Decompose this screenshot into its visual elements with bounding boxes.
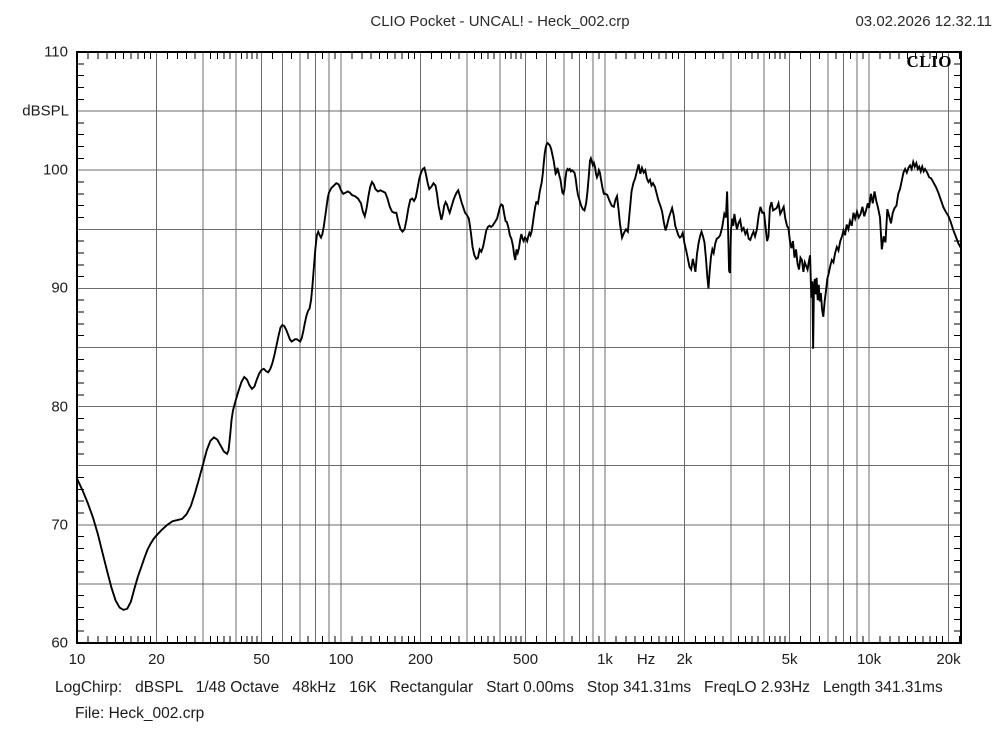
x-tick-label: 2k [676,651,693,668]
timestamp: 03.02.2026 12.32.11 [855,13,992,30]
x-axis-unit-label: Hz [636,651,656,668]
x-tick-label: 5k [781,651,798,668]
x-tick-label: 500 [513,651,539,668]
x-tick-label: 10 [68,651,86,668]
y-tick-label: 80 [51,398,68,416]
file-name-line: File: Heck_002.crp [75,705,205,722]
clio-logo: CLIO [906,52,952,71]
plot-border [76,51,962,644]
measurement-settings-line: LogChirp: dBSPL 1/48 Octave 48kHz 16K Re… [55,679,943,696]
y-tick-label: 110 [44,43,68,61]
y-tick-label: 100 [42,161,68,179]
x-tick-label: 100 [328,651,354,668]
response-curve [76,141,962,611]
x-tick-label: 20 [148,651,165,668]
y-tick-label: 60 [51,634,68,652]
y-tick-label: 70 [51,516,68,534]
y-axis-unit-label: dBSPL [22,102,69,120]
x-tick-label: 20k [936,651,961,668]
window-title: CLIO Pocket - UNCAL! - Heck_002.crp [370,13,630,30]
x-tick-label: 50 [253,651,270,668]
x-tick-label: 200 [407,651,433,668]
y-tick-label: 90 [51,279,68,297]
x-tick-label: 1k [597,651,613,668]
x-tick-label: 10k [856,651,882,668]
